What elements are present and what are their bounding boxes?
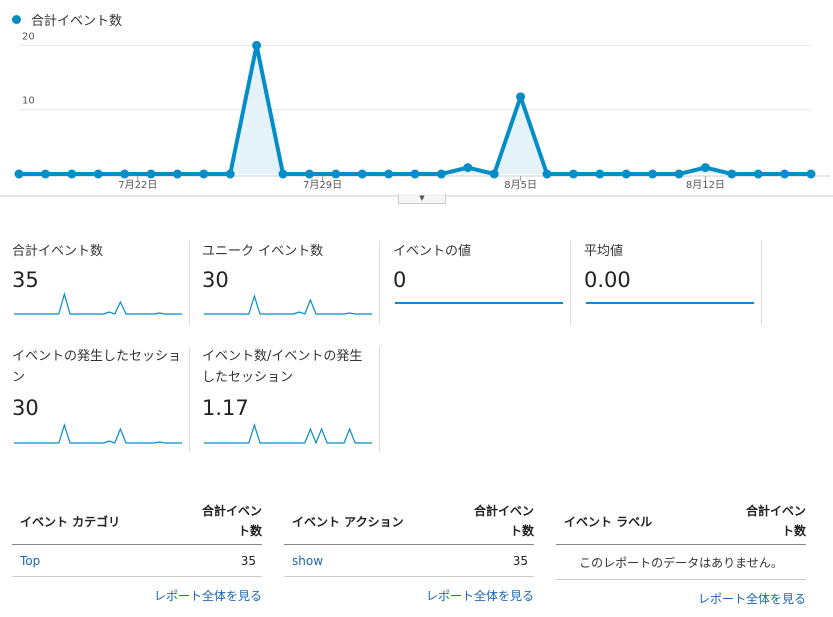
header-line: 合計イベン <box>473 504 534 518</box>
view-full-report-link[interactable]: レポート全体を見る <box>697 592 806 606</box>
data-point[interactable] <box>384 169 394 179</box>
legend-dot-icon <box>12 15 21 24</box>
data-point[interactable] <box>674 169 684 179</box>
sparkline <box>14 422 182 444</box>
data-point[interactable] <box>146 169 156 179</box>
chart-legend[interactable]: 合計イベント数 <box>12 10 122 29</box>
sparkline <box>204 293 372 315</box>
data-point[interactable] <box>252 40 262 50</box>
column-header-dimension: イベント カテゴリ <box>20 514 121 529</box>
data-point[interactable] <box>621 169 631 179</box>
data-point[interactable] <box>410 169 420 179</box>
metric-tile-average-value[interactable]: 平均値 0.00 <box>582 241 762 325</box>
sparkline <box>14 291 182 315</box>
metric-label: イベントの値 <box>393 244 472 259</box>
header-line: ト数 <box>781 524 806 538</box>
view-full-report-link[interactable]: レポート全体を見る <box>425 589 534 603</box>
data-point[interactable] <box>648 169 658 179</box>
empty-message: このレポートのデータはありません。 <box>579 555 783 570</box>
metric-value: 30 <box>12 396 39 420</box>
data-point[interactable] <box>753 169 763 179</box>
data-point[interactable] <box>40 169 50 179</box>
x-tick-label: 7月29日 <box>303 179 342 191</box>
sparkline-path <box>204 293 372 315</box>
data-point[interactable] <box>357 169 367 179</box>
table-row: Top 35 <box>12 545 262 577</box>
header-line: ト数 <box>237 524 262 538</box>
data-point[interactable] <box>172 169 182 179</box>
metric-label: ユニーク イベント数 <box>202 244 324 259</box>
metric-value: 30 <box>202 268 229 292</box>
table-row: show 35 <box>284 545 534 577</box>
view-full-report-link[interactable]: レポート全体を見る <box>153 589 262 603</box>
row-link[interactable]: Top <box>20 553 41 568</box>
metric-value: 1.17 <box>202 396 249 420</box>
column-header-metric[interactable]: 合計イベン ト数 <box>474 501 534 541</box>
table-header[interactable]: イベント ラベル 合計イベン ト数 <box>556 498 806 545</box>
metric-tile-sessions-with-event[interactable]: イベントの発生したセッション 30 <box>10 346 190 452</box>
data-point[interactable] <box>489 169 499 179</box>
sparkline <box>586 302 754 304</box>
data-point[interactable] <box>568 169 578 179</box>
table-event-label: イベント ラベル 合計イベン ト数 このレポートのデータはありません。 レポート… <box>556 498 806 607</box>
metric-value: 35 <box>12 268 39 292</box>
row-value: 35 <box>240 553 256 568</box>
sparkline-path <box>14 422 182 444</box>
data-point[interactable] <box>516 92 526 102</box>
y-tick-label: 10 <box>22 96 35 107</box>
data-point[interactable] <box>727 169 737 179</box>
x-tick-label: 8月5日 <box>504 179 537 191</box>
data-point[interactable] <box>278 169 288 179</box>
data-point[interactable] <box>199 169 209 179</box>
metric-tile-unique-events[interactable]: ユニーク イベント数 30 <box>200 241 380 325</box>
data-point[interactable] <box>595 169 605 179</box>
header-line: ト数 <box>509 524 534 538</box>
x-tick-label: 7月22日 <box>118 179 157 191</box>
data-point[interactable] <box>436 169 446 179</box>
header-line: 合計イベン <box>745 504 806 518</box>
chart-scroll-handle[interactable] <box>398 194 446 204</box>
metric-label: 合計イベント数 <box>12 244 104 259</box>
sparkline-path <box>14 291 182 315</box>
y-tick-label: 20 <box>22 31 35 42</box>
metric-tile-total-events[interactable]: 合計イベント数 35 <box>10 241 190 325</box>
legend-label: 合計イベント数 <box>31 14 123 29</box>
table-event-category: イベント カテゴリ 合計イベン ト数 Top 35 レポート全体を見る <box>12 498 262 604</box>
row-link[interactable]: show <box>292 553 324 568</box>
metric-label: 平均値 <box>584 244 624 259</box>
data-point[interactable] <box>225 169 235 179</box>
metric-label: イベント数/イベントの発生したセッション <box>202 349 363 385</box>
table-header[interactable]: イベント カテゴリ 合計イベン ト数 <box>12 498 262 545</box>
column-header-metric[interactable]: 合計イベン ト数 <box>202 501 262 541</box>
sparkline <box>204 422 372 445</box>
sparkline <box>395 302 563 304</box>
metric-label: イベントの発生したセッション <box>12 349 182 385</box>
metric-value: 0.00 <box>584 268 631 292</box>
data-point[interactable] <box>93 169 103 179</box>
row-value: 35 <box>512 553 528 568</box>
header-line: 合計イベン <box>201 504 262 518</box>
data-point[interactable] <box>542 169 552 179</box>
x-tick-label: 8月12日 <box>686 179 725 191</box>
table-event-action: イベント アクション 合計イベン ト数 show 35 レポート全体を見る <box>284 498 534 604</box>
column-header-dimension: イベント ラベル <box>564 514 653 529</box>
column-header-dimension: イベント アクション <box>292 514 404 529</box>
data-point[interactable] <box>806 169 816 179</box>
metric-tile-events-per-session[interactable]: イベント数/イベントの発生したセッション 1.17 <box>200 346 380 452</box>
sparkline-path <box>204 422 372 445</box>
table-header[interactable]: イベント アクション 合計イベン ト数 <box>284 498 534 545</box>
data-point[interactable] <box>67 169 77 179</box>
data-point[interactable] <box>14 169 24 179</box>
data-point[interactable] <box>463 163 473 173</box>
metric-tile-event-value[interactable]: イベントの値 0 <box>391 241 571 325</box>
data-point[interactable] <box>331 169 341 179</box>
data-point[interactable] <box>120 169 130 179</box>
column-header-metric[interactable]: 合計イベン ト数 <box>746 501 806 541</box>
events-line-chart[interactable]: 10 20 7月22日 7月29日 8月5日 8月12日 <box>0 30 833 210</box>
empty-row: このレポートのデータはありません。 <box>556 545 806 580</box>
data-point[interactable] <box>304 169 314 179</box>
data-point[interactable] <box>700 163 710 173</box>
data-point[interactable] <box>780 169 790 179</box>
metric-value: 0 <box>393 268 407 292</box>
